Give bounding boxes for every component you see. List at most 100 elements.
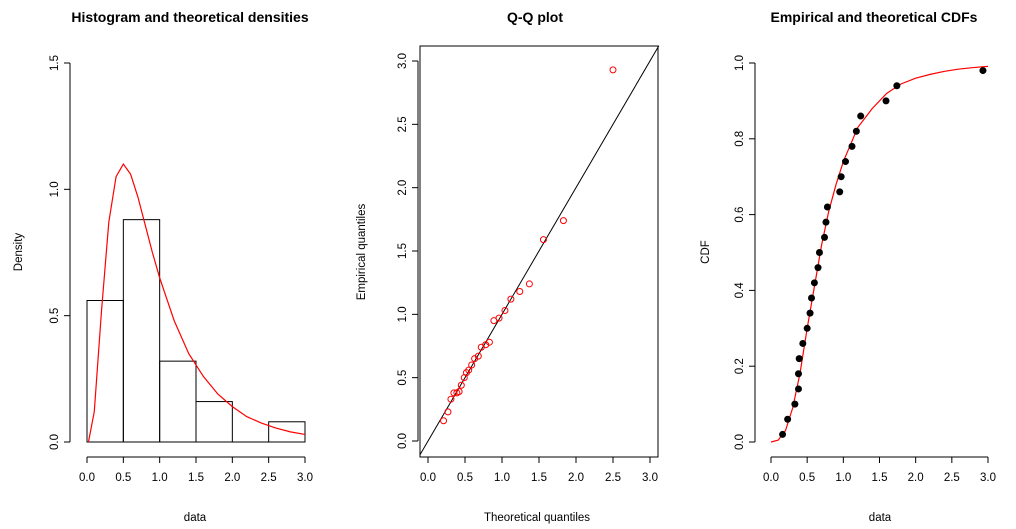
cdf-y-tick-label: 0.0 [734, 434, 746, 450]
cdf-x-tick-label: 2.0 [908, 472, 924, 484]
qq-point [455, 388, 463, 396]
histogram-y-axis-label: Density [13, 233, 25, 272]
histogram-y-tick-label: 0.5 [49, 308, 61, 324]
qq-point [485, 338, 493, 346]
qq-point [465, 366, 473, 374]
qq-x-tick-label: 2.5 [605, 472, 621, 484]
qq-x-tick-label: 3.0 [642, 472, 658, 484]
histogram-x-tick-label: 3.0 [297, 472, 313, 484]
histogram-x-tick-label: 1.5 [188, 472, 204, 484]
qq-plot-panel: Q-Q plot Theoretical quantiles Empirical… [356, 9, 660, 524]
cdf-y-tick-label: 0.4 [734, 282, 746, 299]
qq-point [495, 314, 503, 322]
empirical-cdf-point [848, 142, 856, 150]
qq-point [440, 417, 448, 425]
empirical-cdf-point [784, 415, 792, 423]
qq-y-tick-label: 1.0 [397, 306, 409, 322]
qq-y-tick-label: 0.0 [397, 433, 409, 449]
empirical-cdf-point [795, 355, 803, 363]
histogram-title: Histogram and theoretical densities [71, 9, 308, 25]
empirical-cdf-point [810, 279, 818, 287]
empirical-cdf-point [799, 339, 807, 347]
qq-x-tick-label: 2.0 [568, 472, 584, 484]
cdf-y-tick-label: 0.6 [734, 207, 746, 223]
histogram-x-tick-label: 2.5 [261, 472, 277, 484]
qq-y-tick-label: 1.5 [397, 243, 409, 259]
qq-x-tick-label: 1.0 [494, 472, 510, 484]
empirical-cdf-point [806, 309, 814, 317]
histogram-y-tick-label: 0.0 [49, 434, 61, 450]
qq-point [474, 352, 482, 360]
cdf-title: Empirical and theoretical CDFs [771, 9, 978, 25]
qq-point [525, 280, 533, 288]
histogram-y-tick-label: 1.0 [49, 181, 61, 197]
qq-reference-line [419, 45, 660, 455]
cdf-x-tick-label: 1.0 [835, 472, 851, 484]
histogram-y-tick-label: 1.5 [49, 55, 61, 71]
histogram-bar [159, 360, 197, 443]
cdf-x-tick-label: 0.5 [799, 472, 815, 484]
histogram-bar [268, 421, 306, 443]
cdf-y-tick-label: 0.8 [734, 131, 746, 147]
histogram-x-tick-label: 2.0 [224, 472, 240, 484]
cdf-x-tick-label: 0.0 [763, 472, 779, 484]
qq-plot-title: Q-Q plot [507, 9, 563, 25]
empirical-cdf-point [814, 264, 822, 272]
qq-point [507, 295, 515, 303]
empirical-cdf-point [794, 370, 802, 378]
qq-point [444, 408, 452, 416]
cdf-x-tick-label: 1.5 [872, 472, 888, 484]
empirical-cdf-point [979, 67, 987, 75]
empirical-cdf-point [882, 97, 890, 105]
empirical-cdf-point [857, 112, 865, 120]
empirical-cdf-point [779, 430, 787, 438]
empirical-cdf-point [803, 324, 811, 332]
histogram-panel: Histogram and theoretical densities data… [13, 9, 313, 524]
cdf-x-tick-label: 3.0 [980, 472, 996, 484]
qq-x-tick-label: 1.5 [531, 472, 547, 484]
cdf-y-axis-label: CDF [700, 240, 712, 264]
qq-point [609, 66, 617, 74]
cdf-x-axis-label: data [869, 512, 892, 524]
qq-point [501, 307, 509, 315]
empirical-cdf-point [791, 400, 799, 408]
histogram-bar [195, 401, 233, 443]
qq-point [447, 395, 455, 403]
qq-point [539, 236, 547, 244]
qq-y-tick-label: 2.5 [397, 116, 409, 132]
histogram-x-tick-label: 0.5 [115, 472, 131, 484]
empirical-cdf-point [815, 249, 823, 256]
qq-y-tick-label: 3.0 [397, 53, 409, 69]
empirical-cdf-point [893, 82, 901, 90]
cdf-y-tick-label: 1.0 [734, 55, 746, 71]
qq-point [450, 389, 458, 397]
theoretical-cdf-curve [770, 65, 989, 443]
histogram-x-axis-label: data [184, 512, 207, 524]
qq-point [559, 217, 567, 225]
empirical-cdf-point [822, 218, 830, 226]
qq-x-tick-label: 0.0 [420, 472, 436, 484]
qq-point [457, 381, 465, 389]
qq-point [516, 288, 524, 296]
empirical-cdf-point [837, 173, 845, 181]
qq-point [468, 361, 476, 369]
empirical-cdf-point [808, 294, 816, 302]
qq-y-tick-label: 0.5 [397, 370, 409, 386]
qq-y-tick-label: 2.0 [397, 180, 409, 196]
cdf-panel: Empirical and theoretical CDFs data CDF … [700, 9, 996, 524]
empirical-cdf-point [842, 158, 850, 166]
qq-x-tick-label: 0.5 [457, 472, 473, 484]
qq-y-axis-label: Empirical quantiles [356, 203, 368, 300]
cdf-x-tick-label: 2.5 [944, 472, 960, 484]
cdf-y-tick-label: 0.2 [734, 358, 746, 374]
empirical-cdf-point [823, 203, 831, 211]
qq-x-axis-label: Theoretical quantiles [484, 512, 590, 524]
empirical-cdf-point [836, 188, 844, 196]
histogram-x-tick-label: 0.0 [79, 472, 95, 484]
histogram-x-tick-label: 1.0 [152, 472, 168, 484]
empirical-cdf-point [852, 127, 860, 135]
histogram-bar [122, 219, 161, 443]
empirical-cdf-point [794, 385, 802, 393]
empirical-cdf-point [821, 233, 829, 241]
